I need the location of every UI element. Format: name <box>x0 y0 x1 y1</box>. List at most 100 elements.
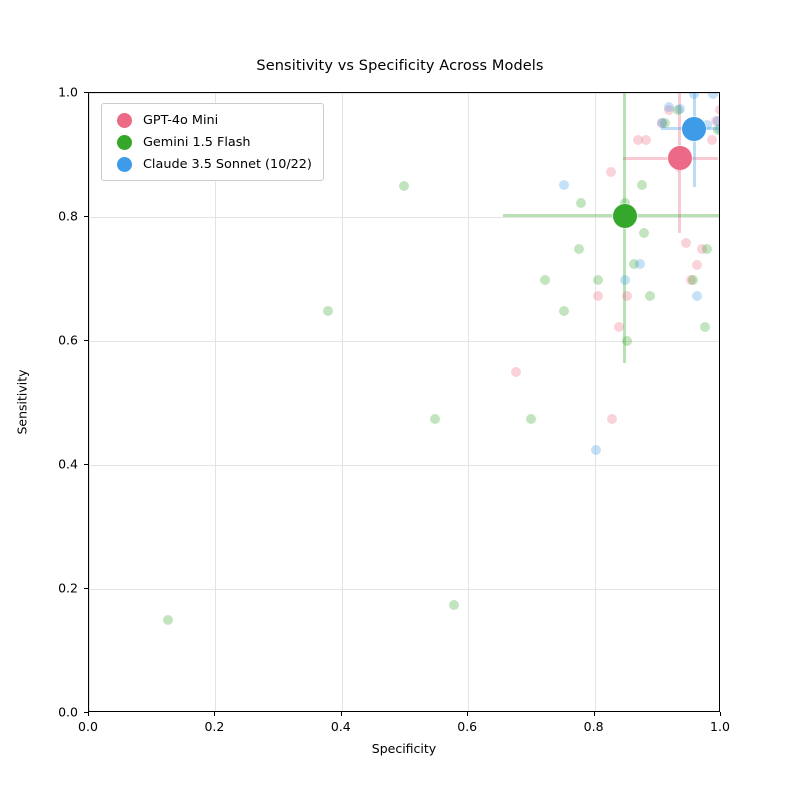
gridline-vertical <box>89 93 90 711</box>
scatter-point-mean[interactable] <box>612 203 637 228</box>
scatter-point[interactable] <box>163 615 173 625</box>
scatter-point[interactable] <box>685 275 696 286</box>
scatter-point[interactable] <box>628 258 639 269</box>
scatter-point[interactable] <box>430 413 441 424</box>
scatter-point[interactable] <box>680 238 691 249</box>
x-axis-tick-label: 1.0 <box>710 719 730 734</box>
x-axis-tick <box>593 712 595 716</box>
y-axis-tick <box>84 712 88 713</box>
scatter-point[interactable] <box>713 125 719 136</box>
scatter-point[interactable] <box>573 244 584 255</box>
scatter-point[interactable] <box>575 198 586 209</box>
y-axis-label: Sensitivity <box>14 369 30 435</box>
legend-marker-icon <box>117 112 132 128</box>
scatter-point[interactable] <box>700 322 711 333</box>
scatter-point[interactable] <box>619 275 630 286</box>
scatter-point[interactable] <box>540 275 551 286</box>
scatter-point[interactable] <box>635 258 646 269</box>
x-axis-tick <box>340 712 342 716</box>
x-axis-tick-label: 0.4 <box>330 719 351 734</box>
scatter-point[interactable] <box>632 134 643 145</box>
scatter-point[interactable] <box>656 117 667 128</box>
legend-marker-icon <box>117 156 132 172</box>
x-axis-tick-label: 0.6 <box>457 719 478 734</box>
y-axis-tick-label: 1.0 <box>58 84 78 100</box>
scatter-point[interactable] <box>526 413 537 424</box>
y-axis-tick-label: 0.0 <box>58 704 78 720</box>
scatter-point[interactable] <box>660 117 671 128</box>
legend[interactable]: GPT-4o Mini Gemini 1.5 Flash Claude 3.5 So… <box>101 103 324 181</box>
plot-area[interactable] <box>88 92 720 712</box>
scatter-point[interactable] <box>702 120 713 131</box>
y-axis-tick-label: 0.2 <box>58 580 78 596</box>
legend-item[interactable]: Gemini 1.5 Flash <box>110 133 312 151</box>
scatter-point[interactable] <box>674 103 685 114</box>
legend-marker-icon <box>117 134 132 150</box>
chart-title: Sensitivity vs Specificity Across Models <box>256 58 544 74</box>
scatter-point[interactable] <box>708 93 719 100</box>
y-axis-tick-label: 0.8 <box>58 208 78 224</box>
y-axis-tick <box>84 588 88 589</box>
scatter-point[interactable] <box>449 599 460 610</box>
gridline-vertical <box>594 93 596 711</box>
gridline-vertical <box>468 93 470 711</box>
scatter-point[interactable] <box>664 101 675 112</box>
scatter-point[interactable] <box>656 117 667 128</box>
scatter-point[interactable] <box>606 167 617 178</box>
x-axis-tick <box>88 712 89 716</box>
scatter-point[interactable] <box>607 413 618 424</box>
scatter-point[interactable] <box>398 181 409 191</box>
x-axis-label: Specificity <box>371 741 437 756</box>
gridline-horizontal <box>89 341 719 342</box>
scatter-point-mean[interactable] <box>682 116 707 141</box>
scatter-point[interactable] <box>664 105 675 116</box>
scatter-point[interactable] <box>641 134 652 145</box>
scatter-point[interactable] <box>559 306 570 317</box>
scatter-point[interactable] <box>613 322 624 333</box>
scatter-point[interactable] <box>559 179 570 190</box>
scatter-point[interactable] <box>691 260 702 271</box>
y-axis-tick-label: 0.4 <box>58 456 78 472</box>
scatter-point[interactable] <box>710 115 719 126</box>
scatter-point-mean[interactable] <box>667 146 692 171</box>
scatter-point[interactable] <box>645 291 656 302</box>
scatter-point[interactable] <box>689 93 700 100</box>
x-axis-tick-label: 0.2 <box>204 719 225 734</box>
x-axis-tick <box>467 712 469 716</box>
x-axis-tick-label: 0.0 <box>78 719 98 734</box>
legend-item-label: Claude 3.5 Sonnet (10/22) <box>143 156 312 172</box>
scatter-point[interactable] <box>697 244 708 255</box>
scatter-point[interactable] <box>706 134 717 145</box>
y-axis-tick <box>84 340 88 341</box>
x-axis-tick <box>214 712 216 716</box>
legend-item[interactable]: GPT-4o Mini <box>110 111 312 129</box>
scatter-point[interactable] <box>619 198 630 209</box>
scatter-point[interactable] <box>510 367 521 377</box>
scatter-point[interactable] <box>715 105 719 116</box>
scatter-point[interactable] <box>622 336 633 346</box>
gridline-horizontal <box>89 465 719 466</box>
scatter-point[interactable] <box>592 275 603 286</box>
gridline-horizontal <box>89 217 719 218</box>
scatter-point[interactable] <box>691 291 702 302</box>
y-axis-tick-label: 0.6 <box>58 332 78 348</box>
scatter-point[interactable] <box>590 444 601 455</box>
scatter-point[interactable] <box>322 306 333 317</box>
scatter-point[interactable] <box>687 275 698 286</box>
error-bar-vertical <box>623 93 627 363</box>
scatter-point[interactable] <box>712 115 719 126</box>
scatter-point[interactable] <box>673 105 684 116</box>
scatter-point[interactable] <box>715 123 719 134</box>
scatter-point[interactable] <box>638 227 649 238</box>
scatter-point[interactable] <box>702 244 713 255</box>
scatter-point[interactable] <box>622 291 633 302</box>
gridline-vertical <box>215 93 217 711</box>
x-axis-tick <box>720 712 721 716</box>
legend-item[interactable]: Claude 3.5 Sonnet (10/22) <box>110 155 312 173</box>
y-axis-tick <box>84 464 88 465</box>
error-bar-horizontal <box>502 214 719 218</box>
scatter-point[interactable] <box>592 291 603 302</box>
scatter-point[interactable] <box>637 179 647 190</box>
legend-item-label: GPT-4o Mini <box>143 112 219 128</box>
